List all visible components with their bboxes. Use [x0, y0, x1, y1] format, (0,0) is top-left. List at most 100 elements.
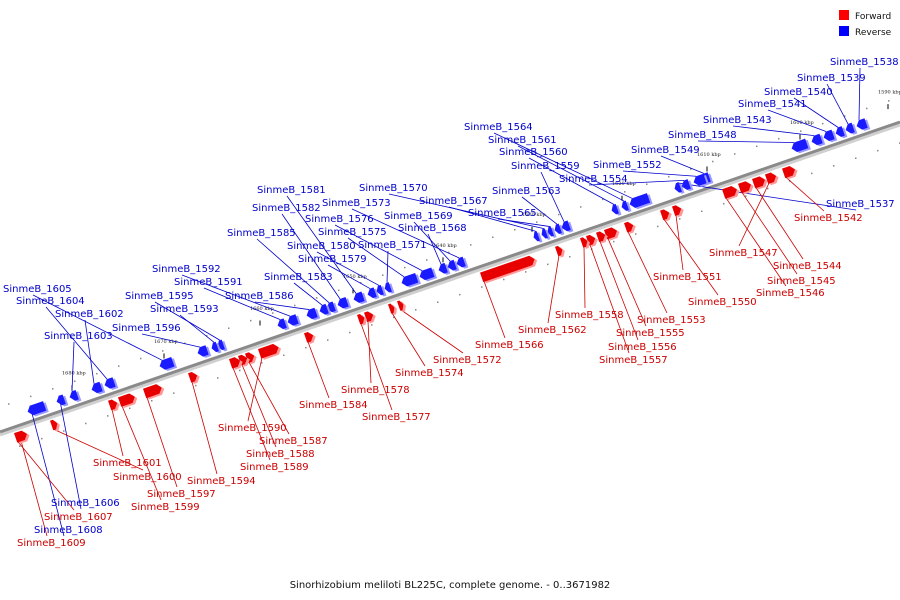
- reverse-gene[interactable]: [790, 138, 811, 155]
- reverse-gene-label: SinmeB_1576: [305, 214, 374, 225]
- guide-dot: [745, 195, 747, 197]
- forward-gene[interactable]: [229, 355, 244, 370]
- reverse-gene[interactable]: [553, 223, 565, 237]
- guide-dot: [657, 225, 659, 228]
- forward-gene[interactable]: [14, 429, 31, 445]
- guide-dot: [85, 422, 87, 425]
- reverse-gene[interactable]: [834, 125, 848, 140]
- reverse-gene[interactable]: [680, 179, 694, 194]
- reverse-gene[interactable]: [383, 281, 395, 295]
- forward-gene[interactable]: [752, 174, 769, 190]
- guide-dot: [602, 198, 604, 201]
- guide-dot: [778, 138, 780, 140]
- leader-line: [755, 187, 804, 260]
- forward-gene[interactable]: [304, 330, 317, 345]
- reverse-gene[interactable]: [336, 296, 352, 311]
- forward-gene[interactable]: [118, 391, 139, 409]
- reverse-gene[interactable]: [692, 173, 710, 189]
- leader-line: [588, 180, 685, 186]
- reverse-gene[interactable]: [196, 345, 212, 360]
- forward-gene[interactable]: [108, 398, 121, 413]
- leader-line: [32, 294, 163, 361]
- reverse-gene[interactable]: [400, 272, 421, 289]
- reverse-gene[interactable]: [103, 377, 119, 392]
- forward-gene-label: SinmeB_1553: [637, 315, 706, 326]
- reverse-gene[interactable]: [210, 341, 222, 355]
- reverse-gene[interactable]: [455, 256, 469, 271]
- forward-gene[interactable]: [143, 382, 166, 400]
- leader-line: [540, 171, 565, 222]
- forward-gene-label: SinmeB_1555: [616, 328, 685, 339]
- forward-gene[interactable]: [188, 370, 201, 385]
- reverse-gene[interactable]: [305, 307, 321, 322]
- gene-body: [823, 129, 835, 142]
- reverse-gene[interactable]: [855, 118, 871, 133]
- gene-body: [159, 357, 175, 370]
- reverse-gene[interactable]: [366, 287, 380, 302]
- reverse-gene[interactable]: [375, 284, 387, 298]
- forward-gene[interactable]: [245, 350, 258, 365]
- gene-body: [782, 166, 795, 179]
- reverse-gene[interactable]: [540, 228, 551, 242]
- reverse-gene[interactable]: [446, 259, 460, 274]
- forward-gene[interactable]: [765, 171, 780, 186]
- forward-gene[interactable]: [480, 254, 539, 284]
- forward-gene[interactable]: [596, 229, 609, 244]
- gene-leader-lines: [17, 67, 861, 537]
- reverse-gene[interactable]: [68, 389, 82, 404]
- forward-gene[interactable]: [238, 353, 251, 368]
- reverse-gene[interactable]: [620, 200, 632, 214]
- forward-gene[interactable]: [364, 309, 377, 324]
- forward-gene[interactable]: [357, 312, 368, 326]
- gene-body: [811, 133, 823, 146]
- forward-gene[interactable]: [738, 179, 755, 195]
- leader-line: [121, 405, 162, 501]
- reverse-gene[interactable]: [286, 314, 302, 329]
- leader-line: [17, 441, 75, 511]
- reverse-gene-label: SinmeB_1564: [464, 122, 533, 133]
- reverse-gene[interactable]: [673, 182, 685, 196]
- reverse-gene[interactable]: [276, 318, 290, 333]
- reverse-gene[interactable]: [546, 226, 557, 240]
- leader-line: [741, 192, 798, 275]
- forward-gene[interactable]: [580, 236, 591, 250]
- reverse-gene[interactable]: [532, 230, 543, 244]
- reverse-gene[interactable]: [844, 122, 858, 137]
- reverse-gene[interactable]: [90, 381, 106, 396]
- gene-body: [561, 220, 571, 232]
- reverse-gene[interactable]: [318, 303, 332, 318]
- forward-gene-label: SinmeB_1607: [44, 512, 113, 523]
- guide-dot: [646, 183, 648, 185]
- gene-body: [541, 228, 548, 239]
- reverse-gene[interactable]: [628, 193, 653, 212]
- reverse-gene[interactable]: [158, 356, 178, 373]
- reverse-gene[interactable]: [437, 262, 451, 277]
- forward-gene[interactable]: [624, 220, 637, 235]
- reverse-gene-label: SinmeB_1548: [668, 130, 737, 141]
- forward-gene-label: SinmeB_1550: [688, 297, 757, 308]
- forward-gene[interactable]: [782, 164, 799, 180]
- forward-gene[interactable]: [388, 302, 399, 316]
- forward-gene[interactable]: [722, 184, 741, 201]
- reverse-gene[interactable]: [418, 267, 438, 284]
- forward-gene[interactable]: [586, 233, 599, 248]
- guide-dot: [52, 388, 54, 390]
- reverse-gene[interactable]: [560, 220, 574, 235]
- forward-gene-label: SinmeB_1589: [240, 462, 309, 473]
- gene-body: [304, 331, 314, 343]
- forward-gene[interactable]: [660, 207, 673, 222]
- reverse-gene[interactable]: [26, 401, 49, 419]
- forward-gene[interactable]: [555, 244, 566, 258]
- reverse-gene[interactable]: [822, 129, 838, 144]
- leader-line: [660, 155, 705, 174]
- forward-gene[interactable]: [672, 203, 685, 218]
- forward-gene[interactable]: [258, 342, 283, 361]
- reverse-gene[interactable]: [610, 203, 622, 217]
- reverse-gene[interactable]: [55, 394, 69, 409]
- reverse-gene[interactable]: [810, 133, 826, 148]
- forward-gene[interactable]: [397, 299, 408, 313]
- forward-gene[interactable]: [50, 418, 61, 432]
- forward-gene-label: SinmeB_1542: [794, 213, 863, 224]
- gene-body: [69, 389, 79, 401]
- reverse-gene[interactable]: [352, 291, 368, 306]
